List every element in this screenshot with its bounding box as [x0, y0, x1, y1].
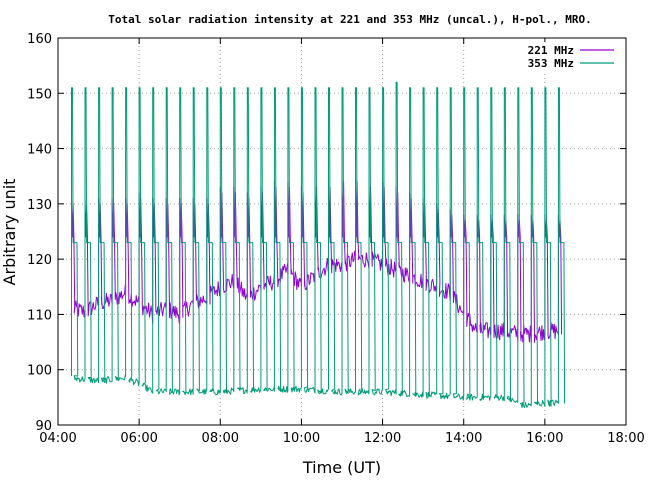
x-tick-label: 12:00	[364, 431, 401, 446]
plot-series	[71, 81, 566, 409]
axis-ticks: 04:00 06:00 08:00 10:00 12:00 14:00 16:00 18:00…	[27, 32, 645, 446]
series-353mhz-line	[71, 81, 566, 409]
legend-background	[512, 42, 622, 72]
x-tick-label: 08:00	[202, 431, 239, 446]
chart-title: Total solar radiation intensity at 221 a…	[108, 13, 591, 26]
y-tick-label: 110	[27, 308, 52, 323]
x-tick-label: 10:00	[283, 431, 320, 446]
y-tick-label: 90	[35, 419, 52, 434]
x-axis-label: Time (UT)	[302, 458, 381, 477]
y-tick-label: 140	[27, 143, 52, 158]
x-tick-label: 04:00	[39, 431, 76, 446]
x-tick-label: 06:00	[120, 431, 157, 446]
x-tick-label: 16:00	[526, 431, 563, 446]
y-axis-label: Arbitrary unit	[0, 179, 19, 286]
legend: 221 MHz 353 MHz	[512, 42, 622, 72]
legend-label-353: 353 MHz	[528, 57, 574, 70]
y-tick-label: 150	[27, 87, 52, 102]
x-tick-label: 14:00	[445, 431, 482, 446]
plot-frame	[57, 37, 627, 426]
y-tick-label: 130	[27, 198, 52, 213]
x-tick-label: 18:00	[607, 431, 644, 446]
legend-label-221: 221 MHz	[528, 44, 574, 57]
y-tick-label: 160	[27, 32, 52, 47]
y-tick-label: 120	[27, 253, 52, 268]
y-tick-label: 100	[27, 364, 52, 379]
